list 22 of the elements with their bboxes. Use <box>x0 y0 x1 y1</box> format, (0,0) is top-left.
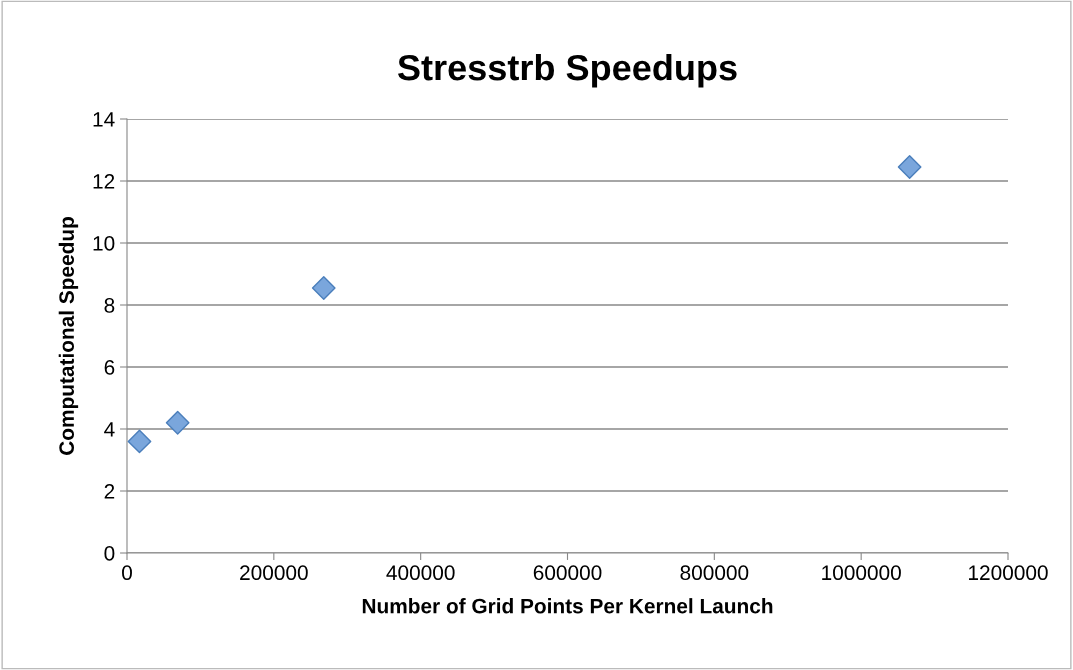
y-tick-label: 14 <box>93 112 115 127</box>
x-tick-label: 400000 <box>386 565 455 581</box>
x-tick-label: 1000000 <box>822 565 901 581</box>
point <box>311 276 336 300</box>
y-axis-title: Computational Speedup <box>58 217 79 455</box>
y-tick-label: 8 <box>104 298 115 313</box>
point <box>897 155 922 179</box>
point <box>165 410 190 435</box>
chart-title: Stresstrb Speedups <box>397 53 737 88</box>
y-tick-label: 6 <box>104 360 115 375</box>
y-tick-label: 4 <box>104 422 115 437</box>
x-axis-title: Number of Grid Points Per Kernel Launch <box>362 598 773 614</box>
y-tick-label: 0 <box>104 546 115 561</box>
y-tick-label: 10 <box>93 236 115 251</box>
x-tick-label: 1200000 <box>969 565 1048 581</box>
x-tick-label: 800000 <box>680 565 749 581</box>
y-tick-label: 2 <box>104 484 115 499</box>
point <box>127 429 152 454</box>
x-tick-label: 600000 <box>533 565 602 581</box>
x-tick-label: 0 <box>122 565 132 581</box>
x-tick-label: 200000 <box>240 565 308 581</box>
y-tick-label: 12 <box>93 174 115 189</box>
